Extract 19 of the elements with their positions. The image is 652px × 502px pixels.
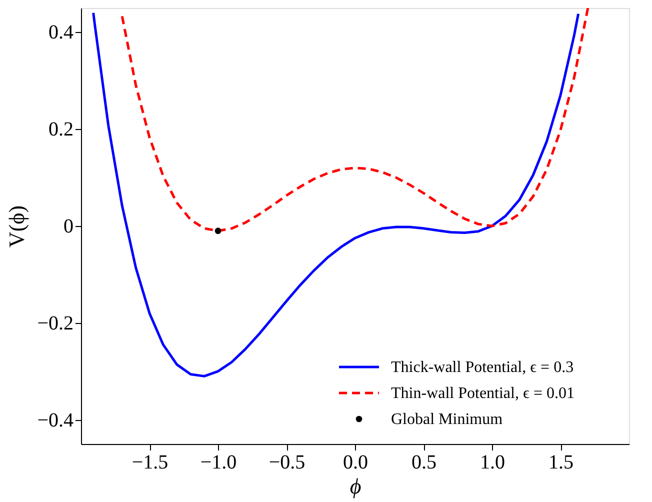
y-tick-label: −0.2 bbox=[37, 312, 74, 334]
legend-label: Thin-wall Potential, ϵ = 0.01 bbox=[391, 385, 574, 402]
y-axis-title: V(ϕ) bbox=[4, 205, 30, 248]
x-tick-label: −1.0 bbox=[200, 452, 237, 474]
x-tick-label: 1.5 bbox=[548, 452, 574, 474]
y-tick-label: 0.4 bbox=[48, 22, 74, 44]
line-series bbox=[92, 12, 580, 378]
y-tick-label: −0.4 bbox=[37, 409, 74, 432]
line-series bbox=[120, 8, 590, 232]
x-axis-title: ϕ bbox=[350, 474, 362, 498]
x-tick-label: 0.5 bbox=[412, 452, 436, 474]
legend-label: Thick-wall Potential, ϵ = 0.3 bbox=[391, 359, 574, 376]
x-tick-label: −1.5 bbox=[132, 452, 168, 474]
x-tick-label: 1.0 bbox=[480, 452, 505, 474]
y-tick-label: 0 bbox=[64, 216, 74, 238]
x-tick-label: −0.5 bbox=[268, 452, 306, 474]
x-tick-label: 0.0 bbox=[343, 452, 368, 474]
y-tick-label: 0.2 bbox=[48, 118, 74, 141]
legend-label: Global Minimum bbox=[391, 411, 504, 428]
